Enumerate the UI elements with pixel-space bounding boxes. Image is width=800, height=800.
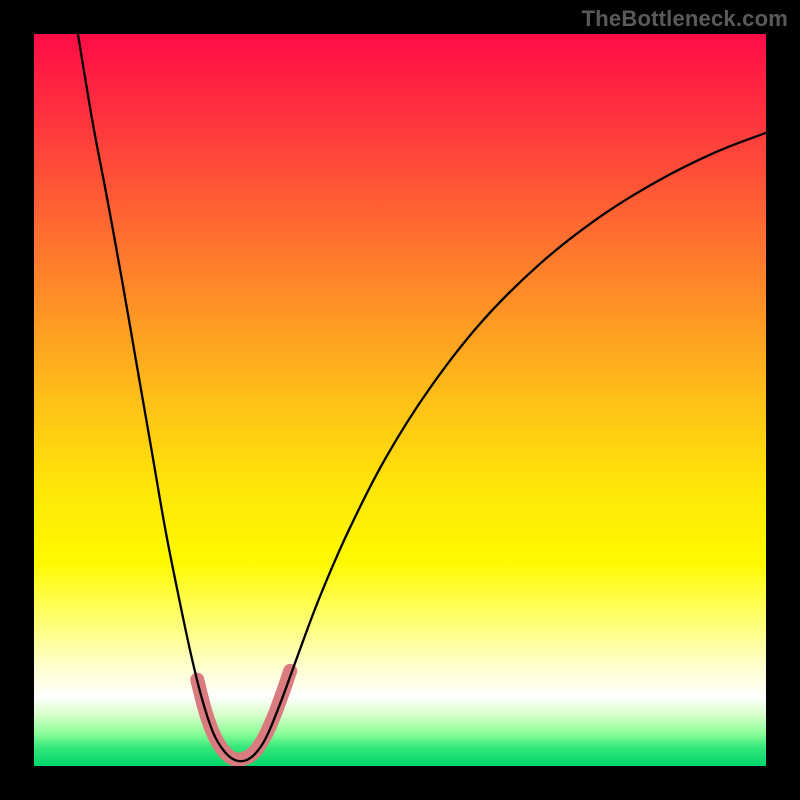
watermark-text: TheBottleneck.com <box>582 6 788 32</box>
plot-area <box>34 34 766 766</box>
bottleneck-chart-svg <box>34 34 766 766</box>
chart-container: TheBottleneck.com <box>0 0 800 800</box>
